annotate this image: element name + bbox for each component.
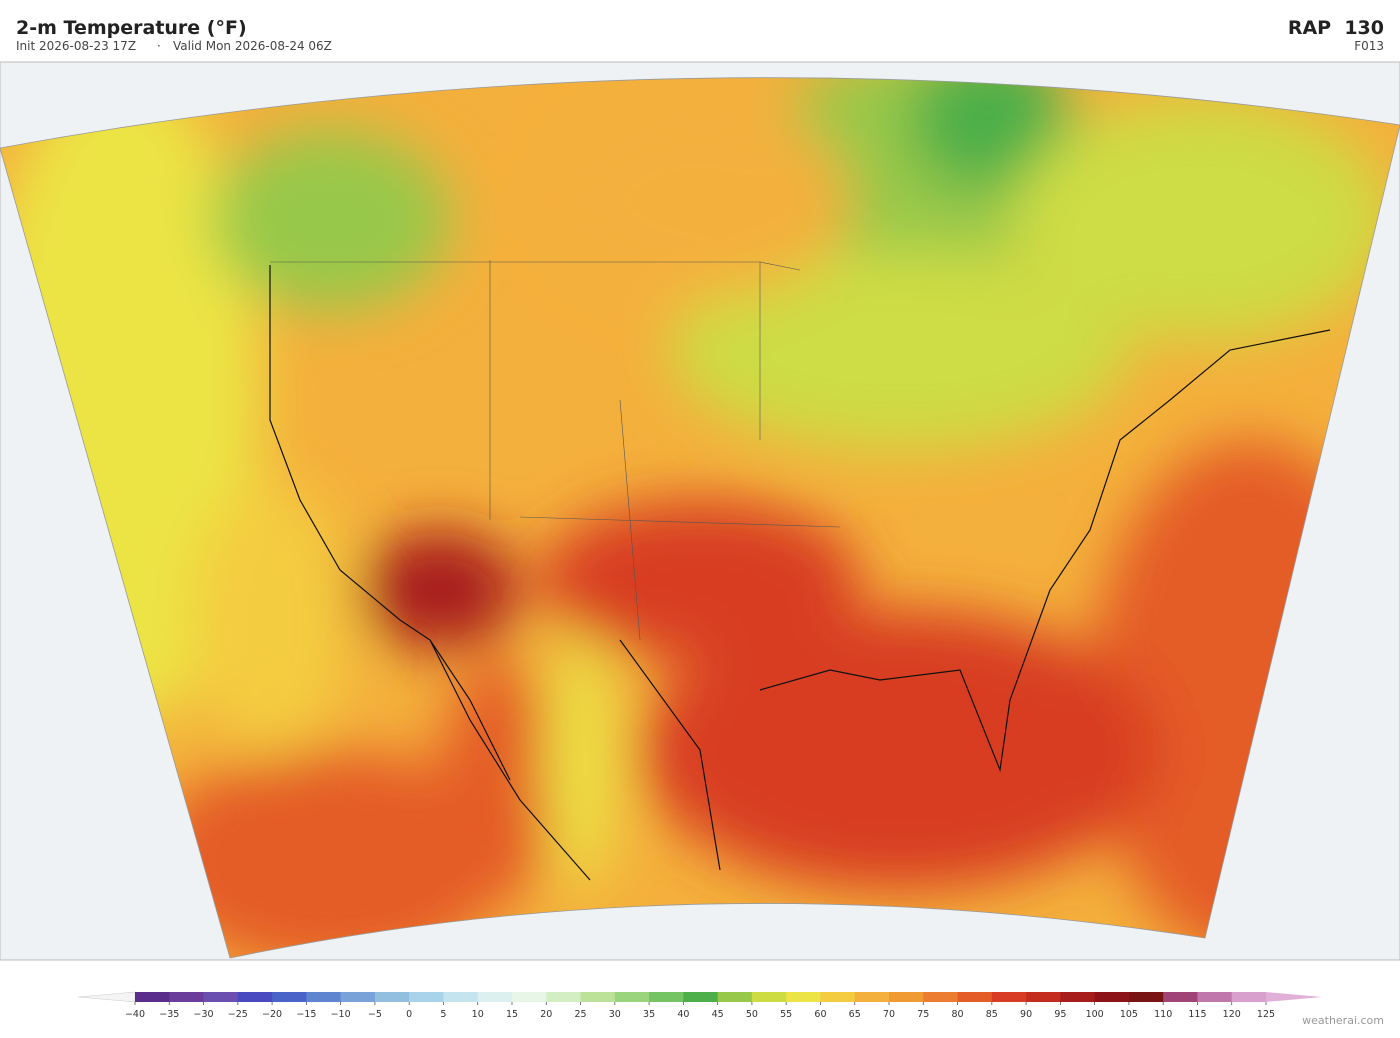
temperature-field — [0, 77, 1400, 959]
colorbar-tick-label: 55 — [780, 1009, 792, 1020]
colorbar-segment — [820, 992, 856, 1002]
colorbar-segment — [786, 992, 821, 1002]
colorbar-segment — [306, 992, 342, 1002]
colorbar-under — [77, 991, 136, 1003]
colorbar-segment — [751, 992, 787, 1002]
colorbar-tick-label: −25 — [228, 1009, 248, 1020]
colorbar-tick-label: 105 — [1120, 1009, 1138, 1020]
colorbar-segment — [512, 992, 547, 1002]
colorbar-tick-label: −15 — [296, 1009, 316, 1020]
colorbar-segment — [1060, 992, 1096, 1002]
colorbar-tick-label: 75 — [917, 1009, 929, 1020]
colorbar-tick-label: 80 — [951, 1009, 963, 1020]
forecast-hour: F013 — [1354, 39, 1384, 53]
colorbar-tick-label: 15 — [506, 1009, 518, 1020]
colorbar-segment — [683, 992, 719, 1002]
colorbar-tick-label: 120 — [1223, 1009, 1241, 1020]
colorbar-tick-label: −30 — [194, 1009, 214, 1020]
colorbar-segment — [1026, 992, 1061, 1002]
valid-time: Valid Mon 2026-08-24 06Z — [173, 39, 332, 53]
colorbar-tick-label: 30 — [609, 1009, 621, 1020]
colorbar-tick-label: 25 — [574, 1009, 586, 1020]
colorbar-tick-label: 60 — [814, 1009, 826, 1020]
colorbar-tick-label: 70 — [883, 1009, 895, 1020]
colorbar-segment — [957, 992, 993, 1002]
colorbar-segment — [1197, 992, 1233, 1002]
colorbar-segment — [135, 992, 170, 1002]
separator: · — [157, 39, 161, 53]
model-name: RAP 130 — [1288, 17, 1384, 39]
colorbar-tick-label: 10 — [472, 1009, 484, 1020]
colorbar-tick-label: 125 — [1257, 1009, 1275, 1020]
colorbar-segment — [546, 992, 582, 1002]
colorbar-tick-label: 95 — [1054, 1009, 1066, 1020]
colorbar-tick-label: 5 — [440, 1009, 446, 1020]
colorbar-segment — [854, 992, 890, 1002]
colorbar-segment — [169, 992, 205, 1002]
colorbar-segment — [340, 992, 376, 1002]
colorbar-tick-label: −10 — [331, 1009, 351, 1020]
colorbar-segment — [991, 992, 1027, 1002]
colorbar-tick-label: −20 — [262, 1009, 282, 1020]
colorbar-segment — [443, 992, 479, 1002]
colorbar-tick-label: 65 — [849, 1009, 861, 1020]
colorbar-tick-label: −5 — [368, 1009, 382, 1020]
colorbar-tick-label: 20 — [540, 1009, 552, 1020]
colorbar-segment — [374, 992, 410, 1002]
colorbar-tick-label: 85 — [986, 1009, 998, 1020]
colorbar: −40 −35 −30 −25 −20 −15 −10 −5 0 5 10 15 20 25 30 35 40 4… — [77, 991, 1322, 1020]
colorbar-segment — [923, 992, 959, 1002]
colorbar-segment — [409, 992, 444, 1002]
colorbar-tick-label: 0 — [406, 1009, 412, 1020]
colorbar-segment — [614, 992, 650, 1002]
colorbar-segment — [1128, 992, 1164, 1002]
colorbar-segment — [1094, 992, 1130, 1002]
colorbar-tick-label: 35 — [643, 1009, 655, 1020]
colorbar-segment — [477, 992, 513, 1002]
colorbar-segment — [237, 992, 273, 1002]
colorbar-tick-label: 100 — [1086, 1009, 1104, 1020]
colorbar-tick-label: 45 — [712, 1009, 724, 1020]
colorbar-segment — [649, 992, 684, 1002]
colorbar-segment — [1231, 992, 1267, 1002]
colorbar-tick-label: 115 — [1188, 1009, 1206, 1020]
colorbar-segment — [272, 992, 307, 1002]
colorbar-tick-label: −35 — [159, 1009, 179, 1020]
boundaries — [270, 260, 841, 641]
map — [0, 61, 1400, 961]
colorbar-segment — [889, 992, 924, 1002]
colorbar-tick-label: 40 — [677, 1009, 689, 1020]
coastline — [269, 265, 1331, 881]
colorbar-segment — [580, 992, 616, 1002]
colorbar-segment — [1163, 992, 1198, 1002]
colorbar-tick-label: 50 — [746, 1009, 758, 1020]
init-time: Init 2026-08-23 17Z — [16, 39, 136, 53]
colorbar-tick-label: 110 — [1154, 1009, 1172, 1020]
colorbar-tick-label: −40 — [125, 1009, 145, 1020]
colorbar-segment — [203, 992, 239, 1002]
title: 2-m Temperature (°F) — [16, 17, 247, 39]
colorbar-over — [1266, 992, 1322, 1002]
colorbar-tick-label: 90 — [1020, 1009, 1032, 1020]
colorbar-segment — [717, 992, 753, 1002]
watermark: weatherai.com — [1302, 1014, 1384, 1027]
